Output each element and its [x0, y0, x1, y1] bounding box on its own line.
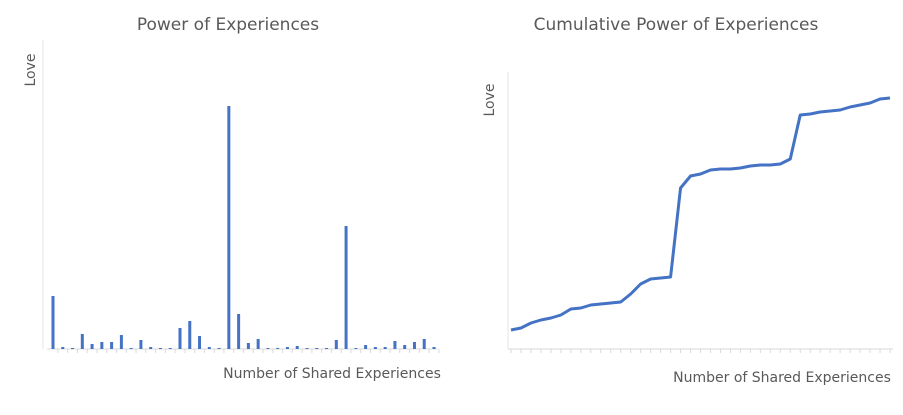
bar — [129, 348, 133, 349]
bar — [149, 347, 153, 349]
bar — [256, 339, 260, 349]
bar — [100, 342, 104, 349]
bar — [119, 335, 123, 349]
bar — [139, 340, 143, 349]
bar — [383, 347, 387, 349]
chart-title: Cumulative Power of Experiences — [534, 15, 819, 35]
bar — [432, 347, 436, 349]
bar — [403, 345, 407, 349]
bar — [393, 341, 397, 349]
bar — [412, 342, 416, 349]
bar — [80, 334, 84, 349]
bar — [207, 347, 211, 349]
y-axis-label: Love — [23, 53, 39, 86]
bar — [295, 346, 299, 349]
x-axis-label: Number of Shared Experiences — [673, 370, 891, 386]
bar — [266, 348, 270, 349]
chart-title: Power of Experiences — [137, 15, 319, 35]
bar — [315, 348, 319, 349]
bar — [276, 348, 280, 349]
bar — [168, 348, 172, 349]
bar — [198, 336, 202, 349]
line — [510, 96, 891, 332]
bar — [246, 343, 250, 349]
bar — [325, 348, 329, 349]
y-axis-label: Love — [482, 83, 498, 116]
bar — [422, 339, 426, 349]
bar — [344, 226, 348, 349]
bar — [364, 345, 368, 349]
bar — [334, 340, 338, 349]
bar — [51, 296, 55, 349]
bar — [61, 347, 65, 349]
bar — [158, 348, 162, 349]
bar — [285, 347, 289, 349]
bar — [178, 328, 182, 349]
bar — [217, 348, 221, 349]
bar — [237, 314, 241, 349]
bar — [373, 347, 377, 349]
bar — [90, 344, 94, 349]
bar — [305, 348, 309, 349]
bar — [71, 348, 75, 349]
bar — [354, 348, 358, 349]
bar — [188, 321, 192, 349]
x-axis-label: Number of Shared Experiences — [223, 366, 441, 382]
bar — [110, 342, 114, 349]
bar — [227, 106, 231, 349]
